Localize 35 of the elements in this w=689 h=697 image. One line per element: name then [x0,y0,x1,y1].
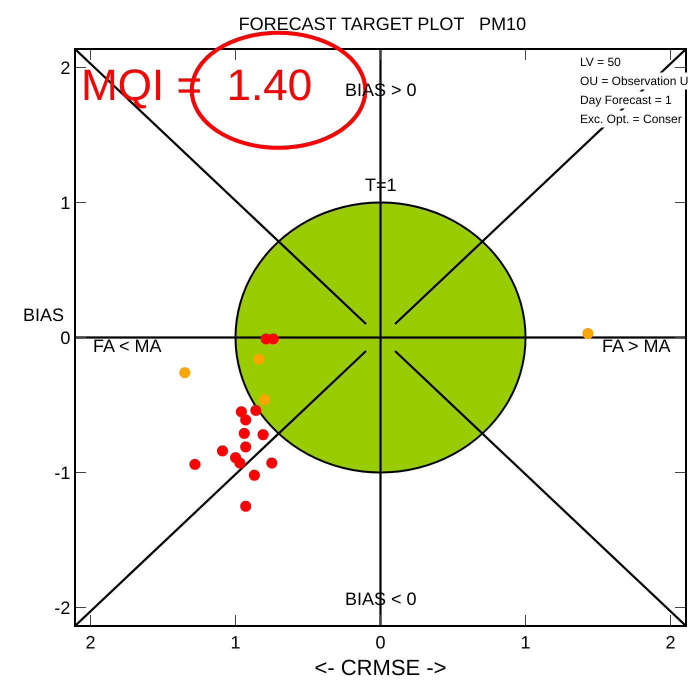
x-tick-label: 1 [520,632,531,653]
annotation: Day Forecast = 1 [580,93,672,107]
annotation: FA < MA [93,336,162,356]
annotation: OU = Observation U [580,74,688,88]
chart-title: FORECAST TARGET PLOT PM10 [238,14,526,34]
point [250,404,262,416]
annotation: FA > MA [602,336,671,356]
y-tick-label: 1 [60,192,70,213]
annotation: Exc. Opt. = Conser [580,112,682,126]
point [266,458,278,469]
x-tick-label: 2 [665,632,676,653]
annotation: LV = 50 [580,55,622,69]
point [238,428,250,439]
point [258,429,269,440]
y-tick-label: 2 [60,58,70,78]
point [240,441,252,452]
x-tick-label: 0 [375,632,386,653]
point [253,354,264,365]
point [216,445,228,456]
point [236,406,247,418]
x-tick-label: 2 [85,632,96,653]
y-tick-label: 0 [60,328,70,348]
y-tick-label: -1 [54,462,70,483]
point [179,367,190,378]
point [234,458,246,469]
point [240,500,252,512]
point [248,470,260,481]
y-axis-title: BIAS [23,305,64,325]
x-axis-title: <- CRMSE -> [314,655,447,680]
x-tick-label: 1 [230,632,241,653]
point [240,414,252,426]
point [582,328,594,339]
y-tick-label: -2 [54,598,70,618]
point [259,394,270,406]
point [189,458,200,470]
